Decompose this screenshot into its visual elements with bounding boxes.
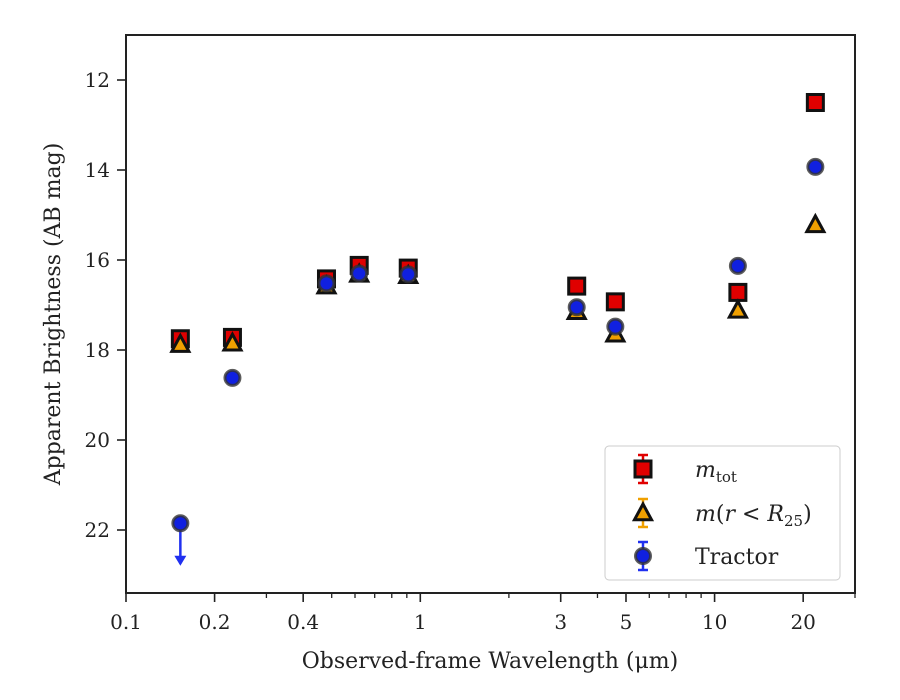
x-tick-label: 1 (414, 610, 427, 634)
x-tick-label: 5 (620, 610, 633, 634)
data-point-circle (567, 298, 586, 317)
data-point-square (567, 276, 587, 296)
y-axis-ticks: 12 14 16 18 20 22 (85, 68, 126, 542)
legend-box (604, 445, 841, 581)
x-axis-title: Observed-frame Wavelength (μm) (302, 649, 678, 674)
legend-marker-triangle (631, 500, 655, 522)
data-point-square (605, 292, 625, 312)
data-point-circle (606, 317, 625, 336)
plot-frame (125, 34, 856, 594)
legend-label-tractor: Tractor (695, 545, 779, 570)
x-tick-label: 0.1 (110, 610, 142, 634)
y-axis-title: Apparent Brightness (AB mag) (41, 143, 66, 487)
x-tick-label: 3 (554, 610, 567, 634)
x-tick-label: 0.4 (287, 610, 319, 634)
data-point-circle (223, 368, 242, 387)
data-point-circle (728, 256, 747, 275)
data-point-triangle (804, 212, 827, 234)
data-point-circle (399, 265, 418, 284)
y-tick-label: 22 (85, 518, 110, 542)
data-point-triangle (726, 298, 749, 319)
data-point-square (805, 93, 825, 112)
legend-label-m-r25: m(r < R25) (695, 502, 812, 530)
y-tick-label: 16 (85, 248, 110, 272)
x-tick-label: 10 (702, 610, 727, 634)
x-tick-label: 20 (790, 610, 815, 634)
data-point-circle (317, 274, 336, 293)
legend: mtot m(r < R25) Tractor (604, 445, 841, 581)
data-point-square (728, 282, 748, 302)
upper-limit-arrowhead (174, 555, 187, 566)
y-tick-label: 20 (85, 428, 110, 452)
data-point-circle (350, 264, 369, 283)
legend-label-mtot: mtot (695, 458, 737, 486)
data-point-circle (171, 514, 190, 533)
data-point-triangle (169, 332, 192, 353)
data-point-circle (806, 157, 825, 176)
y-tick-label: 12 (85, 68, 110, 92)
data-point-triangle (221, 331, 244, 352)
y-tick-label: 18 (85, 338, 110, 362)
x-tick-label: 0.2 (199, 610, 231, 634)
legend-marker-square (633, 459, 653, 479)
x-axis-ticks: 0.1 0.2 0.4 1 3 5 10 20 (110, 593, 816, 634)
legend-marker-circle (634, 547, 652, 565)
y-tick-label: 14 (85, 158, 110, 182)
data-points (169, 93, 827, 566)
